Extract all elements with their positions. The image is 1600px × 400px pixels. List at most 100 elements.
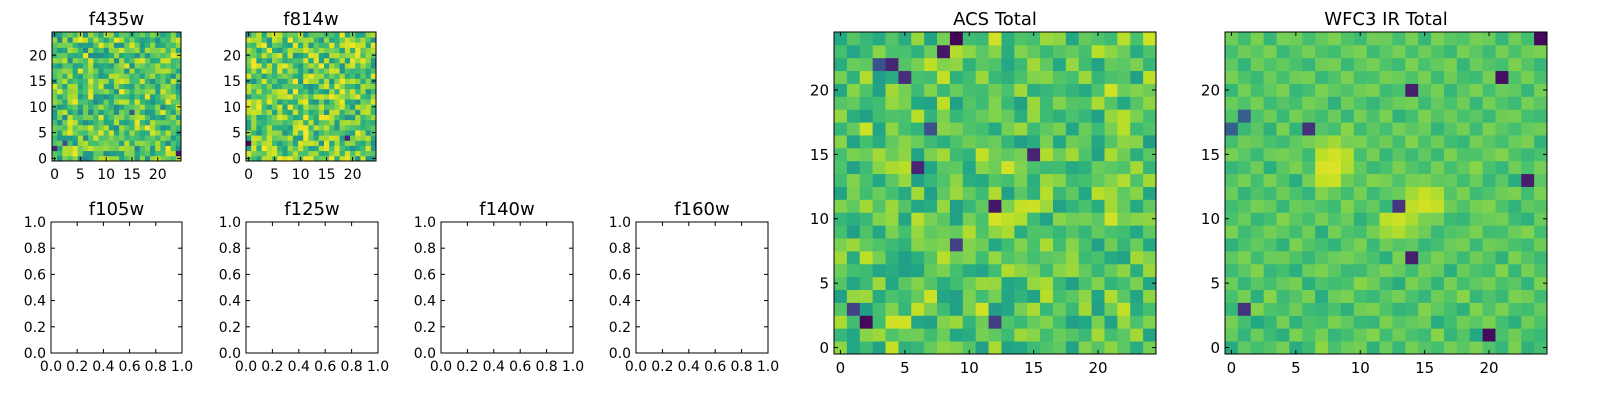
heatmap-cell	[350, 88, 356, 95]
heatmap-cell	[88, 99, 94, 105]
heatmap-cell	[287, 155, 294, 162]
heatmap-cell	[1328, 341, 1342, 355]
heatmap-cell	[1014, 289, 1028, 303]
heatmap-cell	[1315, 160, 1329, 175]
heatmap-cell	[1065, 250, 1080, 265]
heatmap-cell	[313, 57, 320, 64]
heatmap-cell	[1250, 212, 1265, 226]
heatmap-cell	[175, 88, 182, 95]
heatmap-cell	[924, 186, 938, 200]
heatmap-cell	[1495, 225, 1509, 239]
heatmap-cell	[1078, 83, 1092, 97]
heatmap-cell	[975, 276, 989, 290]
heatmap-cell	[266, 73, 273, 79]
heatmap-cell	[949, 212, 964, 226]
heatmap-cell	[924, 263, 938, 278]
heatmap-cell	[170, 109, 177, 115]
heatmap-cell	[318, 104, 325, 110]
heatmap-cell	[1117, 57, 1131, 72]
heatmap-cell	[67, 150, 74, 157]
heatmap-cell	[155, 57, 161, 64]
heatmap-cell	[1366, 212, 1380, 226]
heatmap-cell	[1276, 32, 1290, 46]
heatmap-cell	[108, 104, 115, 110]
heatmap-cell	[962, 173, 977, 187]
heatmap-cell	[313, 135, 320, 141]
heatmap-cell	[165, 62, 172, 69]
heatmap-cell	[975, 199, 989, 213]
heatmap-cell	[108, 83, 115, 90]
heatmap-cell	[859, 263, 874, 278]
heatmap-cell	[298, 47, 304, 54]
heatmap-cell	[134, 93, 141, 100]
heatmap-cell	[1431, 341, 1445, 355]
heatmap-cell	[170, 83, 177, 90]
heatmap-cell	[298, 42, 304, 48]
heatmap-cell	[355, 99, 361, 105]
heatmap-cell	[62, 124, 68, 131]
x-tick-label: 0	[244, 167, 253, 183]
heatmap-cell	[67, 109, 74, 115]
heatmap-cell	[1143, 315, 1157, 329]
heatmap-cell	[324, 57, 330, 64]
heatmap-cell	[1040, 44, 1054, 59]
heatmap-cell	[1065, 147, 1080, 162]
heatmap-cell	[365, 124, 372, 131]
heatmap-cell	[1443, 289, 1458, 303]
heatmap-cell	[834, 315, 848, 329]
heatmap-cell	[272, 37, 278, 43]
heatmap-cell	[287, 114, 294, 121]
heatmap-cell	[1302, 302, 1316, 316]
heatmap-cell	[1431, 57, 1445, 72]
heatmap-cell	[1237, 276, 1252, 290]
heatmap-cell	[52, 99, 58, 105]
heatmap-cell	[1302, 147, 1316, 162]
heatmap-cell	[937, 225, 951, 239]
heatmap-cell	[1237, 32, 1252, 46]
heatmap-cell	[155, 62, 161, 69]
heatmap-cell	[82, 37, 89, 43]
heatmap-cell	[1469, 160, 1483, 175]
heatmap-cell	[124, 83, 130, 90]
heatmap-cell	[266, 109, 273, 115]
heatmap-cell	[1392, 263, 1406, 278]
heatmap-cell	[129, 150, 135, 157]
heatmap-cell	[1250, 44, 1265, 59]
heatmap-cell	[1027, 276, 1041, 290]
heatmap-cell	[170, 37, 177, 43]
heatmap-cell	[329, 145, 335, 152]
heatmap-cell	[1482, 122, 1496, 136]
heatmap-cell	[160, 145, 166, 152]
heatmap-cell	[1289, 122, 1303, 136]
heatmap-cell	[287, 47, 294, 54]
heatmap-cell	[119, 42, 125, 48]
heatmap-cell	[124, 119, 130, 126]
heatmap-cell	[1392, 341, 1406, 355]
heatmap-cell	[134, 145, 141, 152]
heatmap-cell	[1521, 302, 1535, 316]
heatmap-cell	[313, 124, 320, 131]
heatmap-cell	[365, 68, 372, 74]
heatmap-cell	[160, 104, 166, 110]
heatmap-cell	[1130, 44, 1144, 59]
heatmap-cell	[1353, 276, 1368, 290]
heatmap-cell	[1027, 328, 1041, 342]
heatmap-cell	[1130, 199, 1144, 213]
heatmap-cell	[1091, 341, 1105, 355]
heatmap-cell	[1130, 289, 1144, 303]
heatmap-cell	[313, 32, 320, 38]
heatmap-cell	[282, 145, 288, 152]
heatmap-cell	[1225, 173, 1239, 187]
heatmap-cell	[1392, 160, 1406, 175]
heatmap-cell	[1431, 328, 1445, 342]
heatmap-cell	[67, 145, 74, 152]
heatmap-cell	[1130, 276, 1144, 290]
heatmap-cell	[313, 37, 320, 43]
heatmap-cell	[1508, 70, 1522, 84]
heatmap-cell	[266, 99, 273, 105]
heatmap-cell	[82, 57, 89, 64]
heatmap-cell	[1014, 328, 1028, 342]
x-tick-label: 0.2	[261, 359, 283, 375]
heatmap-cell	[1040, 225, 1054, 239]
heatmap-cell	[1289, 83, 1303, 97]
